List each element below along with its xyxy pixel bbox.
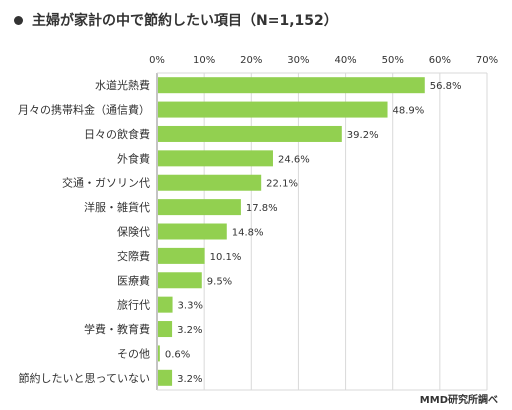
x-tick-label: 10% [193,55,215,66]
category-label: 節約したいと思っていない [19,371,150,385]
data-label: 48.9% [393,106,425,117]
category-label: 日々の飲食費 [84,127,150,141]
source-credit: MMD研究所調べ [419,395,498,406]
bar [158,345,160,362]
category-label: 洋服・雑貨代 [84,200,150,214]
bar [158,150,273,167]
data-label: 17.8% [246,203,278,214]
data-label: 56.8% [430,81,462,92]
category-label: 交通・ガソリン代 [62,176,150,190]
bar [158,125,342,142]
data-label: 9.5% [207,276,232,287]
bar [158,101,388,118]
data-label: 14.8% [232,228,264,239]
bar [158,321,173,338]
category-label: 医療費 [117,273,150,287]
bar [158,247,205,264]
category-label: 保険代 [117,225,150,239]
data-label: 39.2% [347,130,379,141]
category-label: 旅行代 [117,298,150,312]
data-label: 22.1% [266,179,298,190]
category-label: 交際費 [117,249,150,263]
bar [158,369,173,386]
data-label: 3.2% [177,374,202,385]
category-label: 学費・教育費 [84,322,150,336]
title-bullet-icon [14,15,23,25]
data-label: 3.3% [178,301,203,312]
x-tick-label: 0% [149,55,165,66]
category-label: 外食費 [117,151,150,165]
category-label: 水道光熱費 [95,78,150,92]
data-label: 0.6% [165,349,190,360]
bar [158,223,227,240]
data-label: 24.6% [278,154,310,165]
x-tick-label: 40% [334,55,356,66]
bar [158,77,425,94]
x-tick-label: 20% [240,55,262,66]
category-label: 月々の携帯料金（通信費） [18,103,150,117]
category-label: その他 [117,347,150,360]
bar [158,296,173,313]
x-tick-label: 60% [429,55,451,66]
x-tick-label: 70% [476,55,498,66]
x-tick-label: 30% [287,55,309,66]
bar [158,174,262,191]
bar [158,199,241,216]
chart-title: 主婦が家計の中で節約したい項目（N=1,152） [32,13,338,29]
data-label: 10.1% [210,252,242,263]
chart-title-row: 主婦が家計の中で節約したい項目（N=1,152） [14,10,338,30]
bar [158,272,202,289]
x-tick-label: 50% [382,55,404,66]
data-label: 3.2% [177,325,202,336]
